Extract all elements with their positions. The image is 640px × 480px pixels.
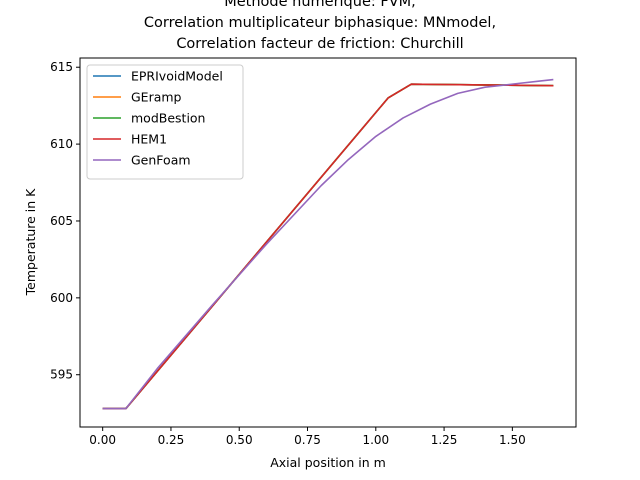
- y-tick-label: 600: [50, 291, 73, 305]
- legend-label: GEramp: [131, 90, 182, 105]
- x-tick-label: 0.25: [158, 433, 185, 447]
- x-tick-label: 0.75: [294, 433, 321, 447]
- x-tick-label: 1.50: [499, 433, 526, 447]
- y-axis-ticks: 595 600 605 610 615: [50, 60, 80, 382]
- legend: EPRIvoidModel GEramp modBestion HEM1 GenFoam: [86, 64, 244, 180]
- title-line-3: Correlation facteur de friction: Churchi…: [176, 36, 463, 52]
- y-axis-label: Temperature in K: [23, 188, 38, 297]
- x-tick-label: 1.00: [362, 433, 389, 447]
- y-tick-label: 615: [50, 60, 73, 74]
- x-tick-label: 0.00: [89, 433, 116, 447]
- title-line-2: Correlation multiplicateur biphasique: M…: [144, 15, 496, 31]
- legend-label: EPRIvoidModel: [131, 69, 223, 84]
- x-tick-label: 1.25: [431, 433, 458, 447]
- y-tick-label: 610: [50, 137, 73, 151]
- x-axis-ticks: 0.00 0.25 0.50 0.75 1.00 1.25 1.50: [89, 427, 526, 447]
- x-axis-label: Axial position in m: [270, 455, 386, 470]
- chart-title: Methode numerique: FVM, Correlation mult…: [144, 0, 496, 52]
- y-tick-label: 595: [50, 368, 73, 382]
- legend-box: [86, 64, 244, 180]
- legend-label: modBestion: [131, 111, 205, 126]
- title-line-1: Methode numerique: FVM,: [224, 0, 416, 10]
- x-tick-label: 0.50: [226, 433, 253, 447]
- legend-label: GenFoam: [131, 153, 191, 168]
- plot-lines: [102, 78, 554, 410]
- series-line-genfoam: [102, 78, 554, 410]
- y-tick-label: 605: [50, 214, 73, 228]
- plot-frame: [79, 57, 577, 428]
- legend-label: HEM1: [131, 132, 167, 147]
